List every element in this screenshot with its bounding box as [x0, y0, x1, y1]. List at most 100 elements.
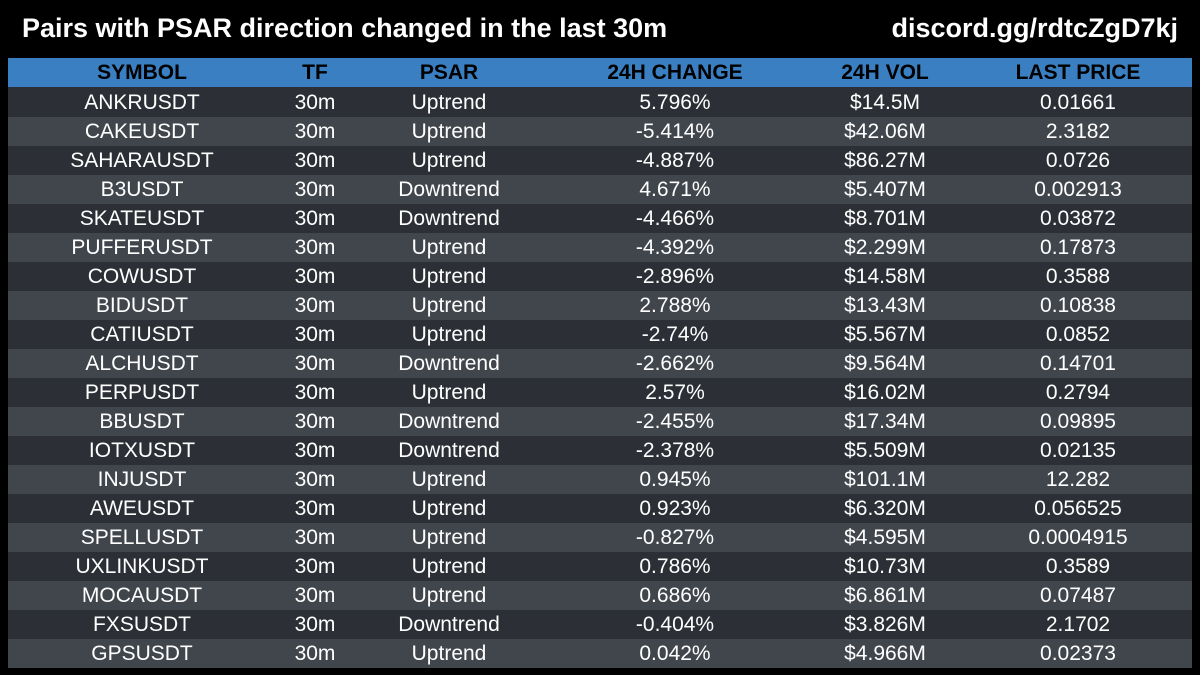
column-header-tf[interactable]: TF [276, 58, 354, 88]
volume-cell: $8.701M [806, 204, 964, 233]
price-cell: 0.09895 [964, 407, 1192, 436]
tf-cell: 30m [276, 204, 354, 233]
change-cell: -2.378% [544, 436, 806, 465]
table-row[interactable]: B3USDT 30m Downtrend 4.671% $5.407M 0.002913 [8, 175, 1192, 204]
psar-cell: Downtrend [354, 349, 544, 378]
tf-cell: 30m [276, 349, 354, 378]
psar-cell: Uptrend [354, 262, 544, 291]
table-row[interactable]: SPELLUSDT 30m Uptrend -0.827% $4.595M 0.00049… [8, 523, 1192, 552]
change-cell: 0.786% [544, 552, 806, 581]
symbol-cell: SPELLUSDT [8, 523, 276, 552]
change-cell: 2.788% [544, 291, 806, 320]
table-row[interactable]: PERPUSDT 30m Uptrend 2.57% $16.02M 0.2794 [8, 378, 1192, 407]
column-header-24h-change[interactable]: 24H CHANGE [544, 58, 806, 88]
price-cell: 0.10838 [964, 291, 1192, 320]
table-row[interactable]: BBUSDT 30m Downtrend -2.455% $17.34M 0.09895 [8, 407, 1192, 436]
psar-cell: Uptrend [354, 523, 544, 552]
table-row[interactable]: IOTXUSDT 30m Downtrend -2.378% $5.509M 0.0213… [8, 436, 1192, 465]
table-row[interactable]: INJUSDT 30m Uptrend 0.945% $101.1M 12.282 [8, 465, 1192, 494]
symbol-cell: CATIUSDT [8, 320, 276, 349]
table-row[interactable]: FXSUSDT 30m Downtrend -0.404% $3.826M 2.1702 [8, 610, 1192, 639]
tf-cell: 30m [276, 465, 354, 494]
table-row[interactable]: COWUSDT 30m Uptrend -2.896% $14.58M 0.3588 [8, 262, 1192, 291]
table-row[interactable]: UXLINKUSDT 30m Uptrend 0.786% $10.73M 0.3589 [8, 552, 1192, 581]
psar-cell: Uptrend [354, 552, 544, 581]
change-cell: -2.455% [544, 407, 806, 436]
psar-cell: Uptrend [354, 465, 544, 494]
change-cell: 0.945% [544, 465, 806, 494]
change-cell: -0.827% [544, 523, 806, 552]
symbol-cell: INJUSDT [8, 465, 276, 494]
table-row[interactable]: ALCHUSDT 30m Downtrend -2.662% $9.564M 0.1470… [8, 349, 1192, 378]
table-row[interactable]: PUFFERUSDT 30m Uptrend -4.392% $2.299M 0.1787… [8, 233, 1192, 262]
psar-cell: Downtrend [354, 204, 544, 233]
header-row: SYMBOL TF PSAR 24H CHANGE 24H VOL LAST P… [8, 58, 1192, 88]
volume-cell: $5.407M [806, 175, 964, 204]
volume-cell: $13.43M [806, 291, 964, 320]
change-cell: -4.887% [544, 146, 806, 175]
volume-cell: $9.564M [806, 349, 964, 378]
volume-cell: $16.02M [806, 378, 964, 407]
table-row[interactable]: GPSUSDT 30m Uptrend 0.042% $4.966M 0.02373 [8, 639, 1192, 668]
symbol-cell: CAKEUSDT [8, 117, 276, 146]
table-row[interactable]: MOCAUSDT 30m Uptrend 0.686% $6.861M 0.07487 [8, 581, 1192, 610]
price-cell: 0.2794 [964, 378, 1192, 407]
tf-cell: 30m [276, 581, 354, 610]
symbol-cell: GPSUSDT [8, 639, 276, 668]
psar-cell: Downtrend [354, 436, 544, 465]
table-row[interactable]: CAKEUSDT 30m Uptrend -5.414% $42.06M 2.3182 [8, 117, 1192, 146]
table-row[interactable]: SAHARAUSDT 30m Uptrend -4.887% $86.27M 0.0726 [8, 146, 1192, 175]
price-cell: 0.02135 [964, 436, 1192, 465]
table-row[interactable]: ANKRUSDT 30m Uptrend 5.796% $14.5M 0.01661 [8, 87, 1192, 117]
tf-cell: 30m [276, 262, 354, 291]
change-cell: -4.466% [544, 204, 806, 233]
symbol-cell: SAHARAUSDT [8, 146, 276, 175]
price-cell: 2.3182 [964, 117, 1192, 146]
psar-cell: Uptrend [354, 320, 544, 349]
symbol-cell: PERPUSDT [8, 378, 276, 407]
column-header-24h-vol[interactable]: 24H VOL [806, 58, 964, 88]
table-body: ANKRUSDT 30m Uptrend 5.796% $14.5M 0.01661 CAK… [8, 87, 1192, 668]
change-cell: -4.392% [544, 233, 806, 262]
psar-cell: Downtrend [354, 175, 544, 204]
price-cell: 0.056525 [964, 494, 1192, 523]
discord-invite-link[interactable]: discord.gg/rdtcZgD7kj [891, 13, 1178, 43]
tf-cell: 30m [276, 378, 354, 407]
title-bar: Pairs with PSAR direction changed in the… [0, 0, 1200, 58]
tf-cell: 30m [276, 407, 354, 436]
volume-cell: $6.320M [806, 494, 964, 523]
psar-cell: Uptrend [354, 117, 544, 146]
table-row[interactable]: BIDUSDT 30m Uptrend 2.788% $13.43M 0.10838 [8, 291, 1192, 320]
psar-cell: Downtrend [354, 407, 544, 436]
table-row[interactable]: SKATEUSDT 30m Downtrend -4.466% $8.701M 0.038… [8, 204, 1192, 233]
column-header-symbol[interactable]: SYMBOL [8, 58, 276, 88]
symbol-cell: BBUSDT [8, 407, 276, 436]
tf-cell: 30m [276, 610, 354, 639]
volume-cell: $14.58M [806, 262, 964, 291]
price-cell: 0.3589 [964, 552, 1192, 581]
price-cell: 0.01661 [964, 87, 1192, 117]
price-cell: 2.1702 [964, 610, 1192, 639]
tf-cell: 30m [276, 291, 354, 320]
column-header-psar[interactable]: PSAR [354, 58, 544, 88]
price-cell: 0.14701 [964, 349, 1192, 378]
table-header: SYMBOL TF PSAR 24H CHANGE 24H VOL LAST P… [8, 58, 1192, 88]
price-cell: 0.03872 [964, 204, 1192, 233]
symbol-cell: SKATEUSDT [8, 204, 276, 233]
psar-cell: Uptrend [354, 87, 544, 117]
volume-cell: $14.5M [806, 87, 964, 117]
table-row[interactable]: CATIUSDT 30m Uptrend -2.74% $5.567M 0.0852 [8, 320, 1192, 349]
psar-cell: Uptrend [354, 146, 544, 175]
tf-cell: 30m [276, 436, 354, 465]
table-row[interactable]: AWEUSDT 30m Uptrend 0.923% $6.320M 0.056525 [8, 494, 1192, 523]
psar-cell: Uptrend [354, 581, 544, 610]
volume-cell: $42.06M [806, 117, 964, 146]
symbol-cell: UXLINKUSDT [8, 552, 276, 581]
price-cell: 0.0726 [964, 146, 1192, 175]
symbol-cell: B3USDT [8, 175, 276, 204]
volume-cell: $4.966M [806, 639, 964, 668]
volume-cell: $10.73M [806, 552, 964, 581]
column-header-last-price[interactable]: LAST PRICE [964, 58, 1192, 88]
price-cell: 0.17873 [964, 233, 1192, 262]
tf-cell: 30m [276, 175, 354, 204]
